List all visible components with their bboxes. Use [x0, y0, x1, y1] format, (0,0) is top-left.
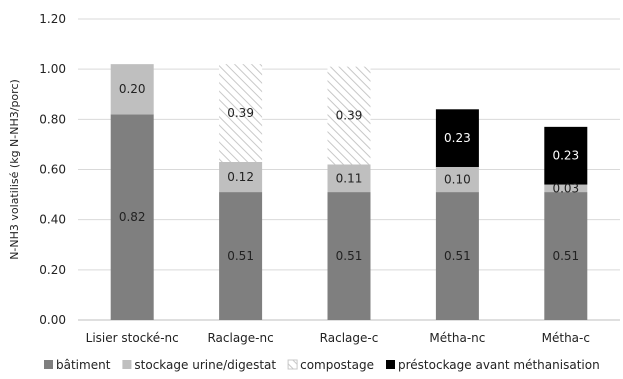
data-label: 0.12	[227, 170, 254, 184]
bar-segment	[435, 109, 479, 167]
data-label: 0.23	[444, 131, 471, 145]
bar-segment	[327, 164, 371, 193]
legend-entry: compostage	[300, 358, 374, 372]
legend-swatch	[44, 360, 53, 369]
category-label: Raclage-c	[320, 331, 379, 345]
data-label: 0.23	[552, 149, 579, 163]
legend-entry: bâtiment	[56, 358, 111, 372]
legend-swatch	[287, 359, 298, 370]
data-label: 0.20	[119, 82, 146, 96]
legend-swatch	[386, 360, 395, 369]
data-label: 0.39	[227, 106, 254, 120]
y-axis-label: N-NH3 volatilisé (kg N-NH3/porc)	[8, 79, 21, 260]
data-label: 0.51	[227, 249, 254, 263]
bar-segment	[219, 161, 263, 193]
bar-segment	[435, 192, 479, 320]
legend-entry: préstockage avant méthanisation	[398, 358, 600, 372]
bar-segment	[435, 166, 479, 193]
category-label: Métha-c	[542, 331, 590, 345]
legend-entry: stockage urine/digestat	[134, 358, 276, 372]
data-label: 0.51	[444, 249, 471, 263]
data-label: 0.51	[336, 249, 363, 263]
category-label: Lisier stocké-nc	[86, 331, 179, 345]
y-axis-ticks: 0.00 0.20 0.40 0.60 0.80 1.00 1.20	[39, 12, 66, 327]
y-tick-label: 0.60	[39, 163, 66, 177]
bar-segment	[544, 184, 588, 193]
category-label: Raclage-nc	[207, 331, 273, 345]
y-tick-label: 0.80	[39, 112, 66, 126]
data-labels: 0.82 0.20 0.51 0.12 0.39 0.51 0.11 0.39 0.51 0.10…	[119, 82, 579, 263]
bar-segment	[110, 114, 154, 320]
bar-segment	[544, 192, 588, 320]
y-tick-label: 1.20	[39, 12, 66, 26]
data-label: 0.11	[336, 171, 363, 185]
data-label: 0.03	[552, 181, 579, 195]
bars	[110, 64, 588, 320]
y-tick-label: 0.20	[39, 263, 66, 277]
bar-segment	[544, 126, 588, 185]
data-label: 0.51	[552, 249, 579, 263]
legend: bâtiment stockage urine/digestat compostag…	[44, 358, 600, 372]
data-label: 0.10	[444, 173, 471, 187]
bar-segment	[219, 192, 263, 320]
category-label: Métha-nc	[429, 331, 485, 345]
y-tick-label: 1.00	[39, 62, 66, 76]
legend-swatch	[122, 360, 132, 369]
data-label: 0.39	[336, 109, 363, 123]
bar-segment	[110, 64, 154, 115]
bar-segment	[327, 192, 371, 320]
y-tick-label: 0.40	[39, 213, 66, 227]
x-axis-categories: Lisier stocké-nc Raclage-nc Raclage-c Métha…	[86, 331, 590, 345]
bar-segment	[327, 66, 371, 165]
y-tick-label: 0.00	[39, 313, 66, 327]
bar-segment	[219, 64, 263, 162]
data-label: 0.82	[119, 210, 146, 224]
